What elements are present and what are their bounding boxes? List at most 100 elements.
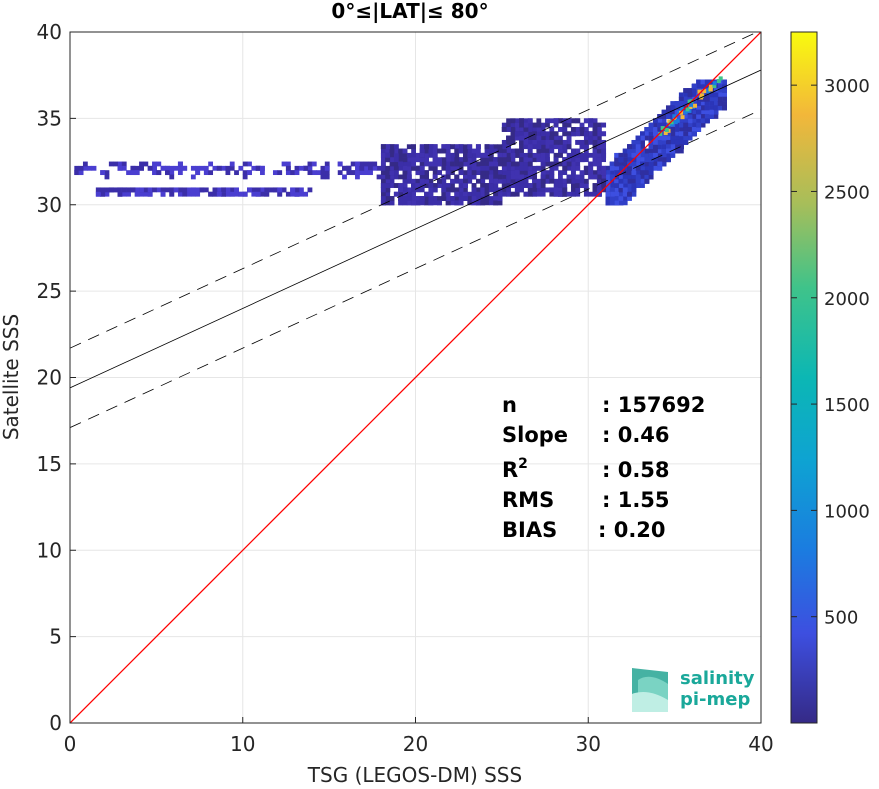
density-cell — [635, 161, 641, 167]
density-cell — [432, 148, 438, 154]
density-cell — [717, 83, 723, 89]
density-cell — [661, 109, 667, 115]
density-cell — [419, 178, 425, 184]
density-cell — [190, 191, 196, 197]
density-cell — [678, 139, 684, 145]
density-cell — [255, 165, 261, 171]
density-cell — [627, 178, 632, 184]
density-cell — [622, 157, 628, 163]
density-cell — [570, 170, 576, 176]
density-cell — [501, 165, 507, 171]
density-cell — [510, 131, 516, 137]
density-cell — [182, 187, 188, 193]
density-cell — [514, 165, 520, 171]
density-cell — [614, 191, 619, 197]
density-cell — [389, 152, 395, 158]
density-cell — [683, 122, 689, 128]
density-cell — [588, 191, 594, 197]
density-cell — [601, 152, 607, 158]
density-cell — [614, 161, 619, 167]
density-cell — [618, 178, 624, 184]
density-cell — [696, 118, 702, 124]
density-cell — [398, 183, 404, 188]
density-cell — [609, 187, 615, 193]
density-cell — [640, 157, 645, 163]
density-cell — [696, 114, 702, 119]
density-cell — [558, 118, 563, 124]
density-cell — [454, 200, 460, 206]
density-cell — [648, 135, 654, 141]
density-cell — [229, 165, 235, 171]
density-cell — [290, 187, 296, 193]
density-cell — [558, 152, 563, 158]
density-cell — [398, 165, 404, 171]
density-cell — [618, 191, 624, 197]
density-cell — [320, 174, 326, 180]
density-cell — [475, 152, 481, 158]
density-cell — [609, 161, 615, 167]
density-cell — [545, 157, 550, 163]
density-cell — [324, 161, 330, 167]
density-cell — [670, 139, 676, 145]
density-cell — [722, 79, 727, 85]
density-cell — [480, 178, 486, 184]
density-cell — [290, 191, 296, 197]
density-cell — [471, 157, 477, 163]
density-cell — [324, 165, 330, 171]
density-cell — [406, 178, 412, 184]
density-cell — [307, 161, 313, 167]
density-cell — [614, 157, 619, 163]
density-cell — [134, 165, 140, 171]
density-cell — [644, 178, 650, 184]
density-cell-high — [687, 108, 692, 113]
density-cell — [596, 170, 602, 176]
density-cell — [424, 144, 429, 150]
density-cell — [674, 148, 680, 154]
density-cell — [441, 187, 447, 193]
density-cell — [713, 96, 719, 102]
density-cell — [463, 152, 468, 158]
density-cell — [640, 139, 645, 145]
density-cell — [523, 127, 529, 132]
density-cell — [419, 174, 425, 180]
density-cell — [424, 170, 429, 176]
density-cell — [545, 131, 550, 137]
density-cell — [687, 135, 693, 141]
density-cell — [536, 127, 542, 132]
density-cell — [480, 170, 486, 176]
density-cell — [506, 170, 512, 176]
density-cell — [644, 161, 650, 167]
density-cell — [553, 135, 559, 141]
density-cell — [640, 183, 645, 188]
density-cell — [493, 196, 499, 201]
line-upper — [70, 32, 759, 349]
density-cell — [428, 196, 434, 201]
density-cell — [687, 92, 693, 98]
logo-wave-icon-3 — [632, 692, 668, 712]
density-cell — [722, 105, 727, 111]
density-cell — [117, 187, 123, 193]
density-cell-high — [663, 131, 668, 136]
density-cell — [177, 165, 183, 171]
colorbar-tick-label: 2500 — [824, 182, 870, 203]
density-cell — [251, 191, 257, 197]
density-cell — [562, 157, 568, 163]
density-cell — [648, 131, 654, 137]
density-cell — [596, 187, 602, 193]
density-cell — [454, 161, 460, 167]
density-cell — [687, 131, 693, 137]
density-cell — [415, 170, 421, 176]
density-cell — [454, 152, 460, 158]
density-cell — [519, 148, 524, 154]
density-cell-high — [718, 76, 723, 81]
density-cell — [570, 183, 576, 188]
density-cell — [579, 183, 585, 188]
density-cell — [497, 157, 503, 163]
density-cell — [665, 114, 671, 119]
density-cell — [609, 191, 615, 197]
density-cell — [260, 191, 265, 197]
density-cell — [475, 161, 481, 167]
density-cell — [510, 165, 516, 171]
density-cell — [566, 161, 572, 167]
density-cell — [510, 127, 516, 132]
